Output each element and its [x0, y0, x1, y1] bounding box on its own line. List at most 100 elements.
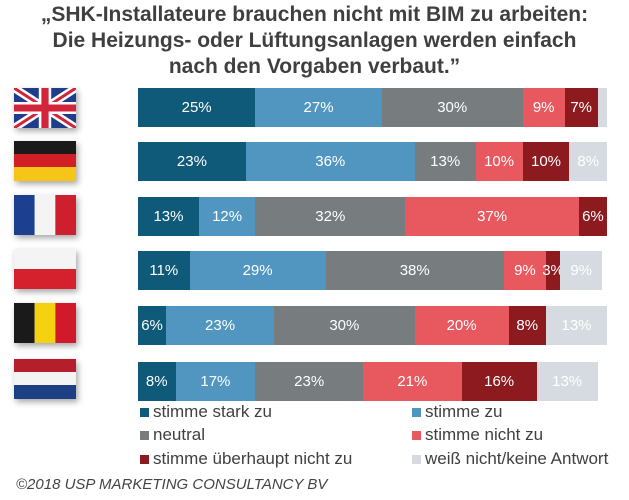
legend-item: stimme nicht zu: [412, 425, 543, 445]
data-label: 25%: [181, 99, 212, 116]
bar-segment: 8%: [508, 306, 547, 345]
bar-row-nl: 8% 17% 23% 21% 16% 13%: [138, 362, 607, 401]
bar-segment: 25%: [138, 88, 256, 127]
data-label: 8%: [577, 153, 600, 170]
bar-segment: 23%: [166, 306, 274, 345]
legend-swatch: [140, 454, 149, 464]
bar-segment: 13%: [536, 362, 598, 401]
legend-label: neutral: [153, 425, 205, 444]
bar-row-de: 23% 36% 13% 10% 10% 8%: [138, 142, 607, 181]
bar-segment: 29%: [189, 251, 326, 290]
legend-swatch: [140, 430, 149, 440]
bar-segment: 17%: [175, 362, 256, 401]
flag-pl-icon: [14, 249, 76, 289]
bar-segment: 7%: [564, 88, 598, 127]
bar-segment: 13%: [546, 306, 607, 345]
data-label: 6%: [141, 317, 163, 334]
data-label: 13%: [552, 373, 583, 390]
bar-segment: 9%: [522, 88, 565, 127]
legend-label: stimme überhaupt nicht zu: [153, 449, 353, 468]
data-label: 23%: [176, 153, 207, 170]
legend-label: weiß nicht/keine Antwort: [425, 449, 609, 468]
flag-nl-icon: [14, 359, 76, 399]
data-label: 37%: [477, 208, 508, 225]
data-label: 29%: [242, 262, 273, 279]
flag-uk-icon: [14, 88, 76, 128]
bar-segment: 11%: [138, 251, 190, 290]
data-label: 9%: [532, 99, 555, 116]
data-label: 11%: [149, 262, 179, 279]
data-label: 36%: [315, 153, 346, 170]
bar-row-pl: 11% 29% 38% 9% 3% 9%: [138, 251, 607, 290]
legend-label: stimme zu: [425, 402, 503, 421]
data-label: 8%: [516, 317, 539, 334]
bar-segment: 30%: [274, 306, 415, 345]
legend-swatch: [412, 454, 421, 464]
legend-swatch: [412, 430, 421, 440]
legend-swatch: [412, 407, 421, 417]
bar-segment: 10%: [522, 142, 570, 181]
data-label: 23%: [205, 317, 236, 334]
data-label: 30%: [437, 99, 468, 116]
data-label: 9%: [570, 262, 593, 279]
bar-row-uk: 25% 27% 30% 9% 7%: [138, 88, 607, 127]
data-label: 23%: [294, 373, 325, 390]
bar-segment: 38%: [325, 251, 504, 290]
data-label: 13%: [561, 317, 592, 334]
chart-title: „SHK-Installateure brauchen nicht mit BI…: [0, 2, 629, 80]
legend-item: stimme stark zu: [140, 402, 272, 422]
data-label: 8%: [145, 373, 168, 390]
bar-segment: 12%: [198, 197, 256, 236]
legend-label: stimme stark zu: [153, 402, 273, 421]
bar-segment: 8%: [569, 142, 607, 181]
data-label: 13%: [153, 208, 184, 225]
legend-item: weiß nicht/keine Antwort: [412, 449, 608, 469]
bar-segment: [597, 88, 607, 127]
data-label: 20%: [446, 317, 477, 334]
data-label: 3%: [542, 262, 564, 279]
bar-segment: 6%: [578, 197, 607, 236]
title-line-3: nach den Vorgaben verbaut.”: [168, 55, 461, 78]
bar-segment: 8%: [138, 362, 176, 401]
data-label: 16%: [484, 373, 515, 390]
data-label: 9%: [514, 262, 536, 279]
legend-label: stimme nicht zu: [425, 425, 544, 444]
bar-segment: 13%: [414, 142, 476, 181]
bar-segment: 32%: [255, 197, 406, 236]
bar-segment: 3%: [542, 251, 564, 290]
bar-segment: 27%: [255, 88, 382, 127]
bar-segment: 6%: [138, 306, 167, 345]
legend-item: stimme überhaupt nicht zu: [140, 449, 352, 469]
bar-segment: 10%: [475, 142, 523, 181]
legend-item: stimme zu: [412, 402, 502, 422]
data-label: 13%: [430, 153, 461, 170]
data-label: 17%: [200, 373, 231, 390]
data-label: 10%: [484, 153, 515, 170]
copyright-footer: ©2018 USP MARKETING CONSULTANCY BV: [16, 476, 328, 493]
bar-segment: 16%: [461, 362, 537, 401]
bar-row-fr: 13% 12% 32% 37% 6%: [138, 197, 607, 236]
data-label: 7%: [570, 99, 593, 116]
title-line-2: Die Heizungs- oder Lüftungsanlagen werde…: [52, 29, 577, 52]
bar-segment: 30%: [381, 88, 523, 127]
data-label: 12%: [212, 208, 243, 225]
data-label: 10%: [531, 153, 562, 170]
data-label: 21%: [397, 373, 428, 390]
data-label: 38%: [399, 262, 430, 279]
data-label: 27%: [303, 99, 334, 116]
legend-item: neutral: [140, 425, 205, 445]
bar-row-be: 6% 23% 30% 20% 8% 13%: [138, 306, 607, 345]
data-label: 30%: [329, 317, 360, 334]
flag-be-icon: [14, 303, 76, 343]
bar-segment: 20%: [414, 306, 509, 345]
flag-de-icon: [14, 141, 76, 181]
bar-segment: 23%: [255, 362, 364, 401]
data-label: 32%: [315, 208, 346, 225]
bar-segment: 9%: [503, 251, 547, 290]
bar-segment: 13%: [138, 197, 199, 236]
bar-segment: 23%: [138, 142, 246, 181]
flag-fr-icon: [14, 195, 76, 235]
bar-segment: 9%: [560, 251, 603, 290]
title-line-1: „SHK-Installateure brauchen nicht mit BI…: [40, 3, 589, 26]
bar-segment: 36%: [245, 142, 415, 181]
